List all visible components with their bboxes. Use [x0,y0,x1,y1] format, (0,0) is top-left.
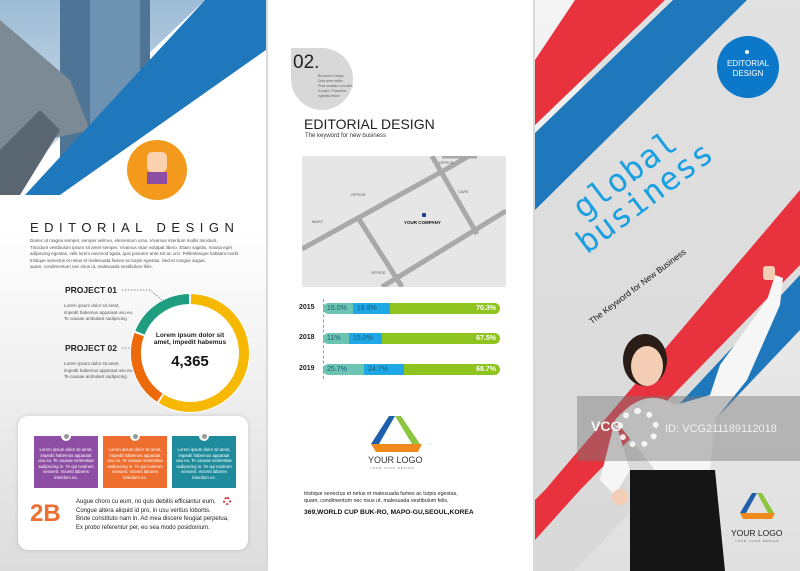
card-text: Lorem ipsum dolor sit amet, impedit habe… [176,447,232,480]
text-line: Te causae ambulant sadipscing [64,316,127,321]
text-line: tristique senectus et netus et malesuada… [304,491,458,497]
bar-segment: 19.8% [352,303,390,314]
info-card: Lorem ipsum dolor sit amet, impedit habe… [172,431,236,488]
quote-line: Congue altera aliquid id pro, in usu ver… [76,507,211,514]
footer-text: tristique senectus et netus et malesuada… [304,491,458,505]
company-marker-icon [422,213,426,217]
gear-icon [223,497,231,505]
middle-panel: 02. Brochure Design Duis ante mollis Pra… [268,0,533,571]
card-text: Lorem ipsum dolor sit amet, impedit habe… [38,447,94,480]
watermark-id: ID: VCG211189112018 [665,423,777,435]
bar-segment: 67.5% [381,333,500,344]
project-01-label: PROJECT 01 [65,285,117,295]
donut-segment-teal [135,294,190,335]
bar-segment: 68.7% [403,364,500,375]
text-line: impedit habemus apparaat usu eu. [64,367,134,373]
bar-segment: 15.0% [349,333,382,344]
text-line: Lorem ipsum dolor sit amet, [64,361,120,366]
right-panel: EDITORIAL DESIGN global business The Key… [535,0,800,571]
info-card-box: Lorem ipsum dolor sit amet, impedit habe… [18,416,248,550]
address: 369,WORLD CUP BUK-RO, MAPO-GU,SEOUL,KORE… [304,509,474,516]
map-label-cafe: CAFE [458,189,469,194]
donut-segment-yellow [158,294,249,412]
project-01-text: Lorem ipsum dolor sit amet, impedit habe… [64,303,133,323]
fist-icon [127,140,187,200]
bar-year-label: 2015 [299,304,315,311]
project-02-text: Lorem ipsum dolor sit amet, impedit habe… [64,361,133,381]
project-connectors [122,289,163,349]
text-line: quam, condimentum nec risus ut, malesuad… [304,498,449,504]
donut-caption: Lorem ipsum dolor sit amet, impedit habe… [153,332,227,346]
vcg-logo-icon [617,408,659,448]
map-label-office: OFFICE [439,160,454,165]
donut-segment-orange [131,332,163,402]
text-line: Te causae ambulant sadipscing [64,374,127,379]
logo-tagline: YOUR LOGO DESIGN [735,539,780,543]
stripe-graphics [535,0,800,571]
editorial-badge: EDITORIAL DESIGN [717,36,779,98]
text-line: Duis ante mollis [318,79,343,83]
quote-text: Augue choro cu eum, no quis debitis effi… [76,498,229,532]
logo-icon [737,492,777,522]
section-title: EDITORIAL DESIGN [30,220,240,235]
quote-line: Augue choro cu eum, no quis debitis effi… [76,499,216,505]
number-text: Brochure Design Duis ante mollis Pras so… [318,74,353,99]
bar-row: 15.0% 19.8% 70.3% [323,303,500,314]
number-circle [291,48,353,110]
building-photo [0,0,266,195]
bar-segment: 25.7% [323,364,365,375]
bar-segment: 15.0% [323,303,353,314]
text-line: Lorem ipsum dolor sit amet, [64,303,120,308]
pin-icon [61,431,71,441]
pin-icon [130,431,140,441]
body-text: Donec at magna semper, semper velit eu, … [30,238,260,271]
logo-tagline: YOUR LOGO DESIGN [370,466,415,470]
donut-value: 4,365 [171,353,209,370]
bar-segment: 11% [323,333,349,344]
left-panel: EDITORIAL DESIGN Donec at magna semper, … [0,0,266,571]
map-label-office: OFFICE [351,192,366,197]
text-line: impedit habemus apparaat usu eu. [64,309,134,315]
section-number: 02. [293,52,320,73]
logo-icon [371,416,422,452]
map-label-mart: MART [312,219,324,224]
section-title: EDITORIAL DESIGN [304,116,435,132]
map-label-office: OFFICE [371,270,386,275]
bar-segment: 24.7% [364,364,404,375]
logo-text: YOUR LOGO [368,455,423,465]
bar-row: 11% 15.0% 67.5% [323,333,500,344]
text-line: Brochure Design [318,74,345,78]
section-subtitle: The keyword for new business [305,133,387,139]
info-card: Lorem ipsum dolor sit amet, impedit habe… [34,431,98,488]
body-line: quam, condimentum nec risus ut, malesuad… [30,264,153,269]
logo-text: YOUR LOGO [731,528,783,538]
donut-chart [130,293,250,413]
body-line: tristique senectus et netus et malesuada… [30,257,206,263]
bar-year-label: 2018 [299,334,315,341]
map-roads [302,156,506,287]
bar-row: 25.7% 24.7% 68.7% [323,364,500,375]
body-line: Donec at magna semper, semper velit eu, … [30,238,218,243]
map-label-company: YOUR COMPANY [404,220,441,225]
bar-year-label: 2019 [299,365,315,372]
location-map: OFFICE OFFICE OFFICE CAFE MART YOUR COMP… [302,156,506,287]
badge-2b: 2B [30,500,61,527]
text-line: In justo. Phasellus [318,89,347,93]
body-line: adipiscing egestas, velit lorem euismod … [30,251,239,256]
watermark-brand: VCG [591,418,622,434]
info-card: Lorem ipsum dolor sit amet, impedit habe… [103,431,167,488]
bar-segment: 70.3% [389,303,500,314]
text-line: egestas etiam [318,94,340,98]
text-line: Pras sodales convallis [318,84,353,88]
body-line: Tincidunt vestibulum ipsum sit amet semp… [30,244,232,250]
pin-icon [199,431,209,441]
quote-line: Ex probo referentur per, eu sea modo pos… [76,524,210,531]
project-02-label: PROJECT 02 [65,343,117,353]
dot-icon [745,50,749,54]
card-text: Lorem ipsum dolor sit amet, impedit habe… [107,447,163,480]
watermark: VCG ID: VCG211189112018 [577,396,800,461]
quote-line: Brute constituto nam in. Ad mea discere … [76,516,229,522]
